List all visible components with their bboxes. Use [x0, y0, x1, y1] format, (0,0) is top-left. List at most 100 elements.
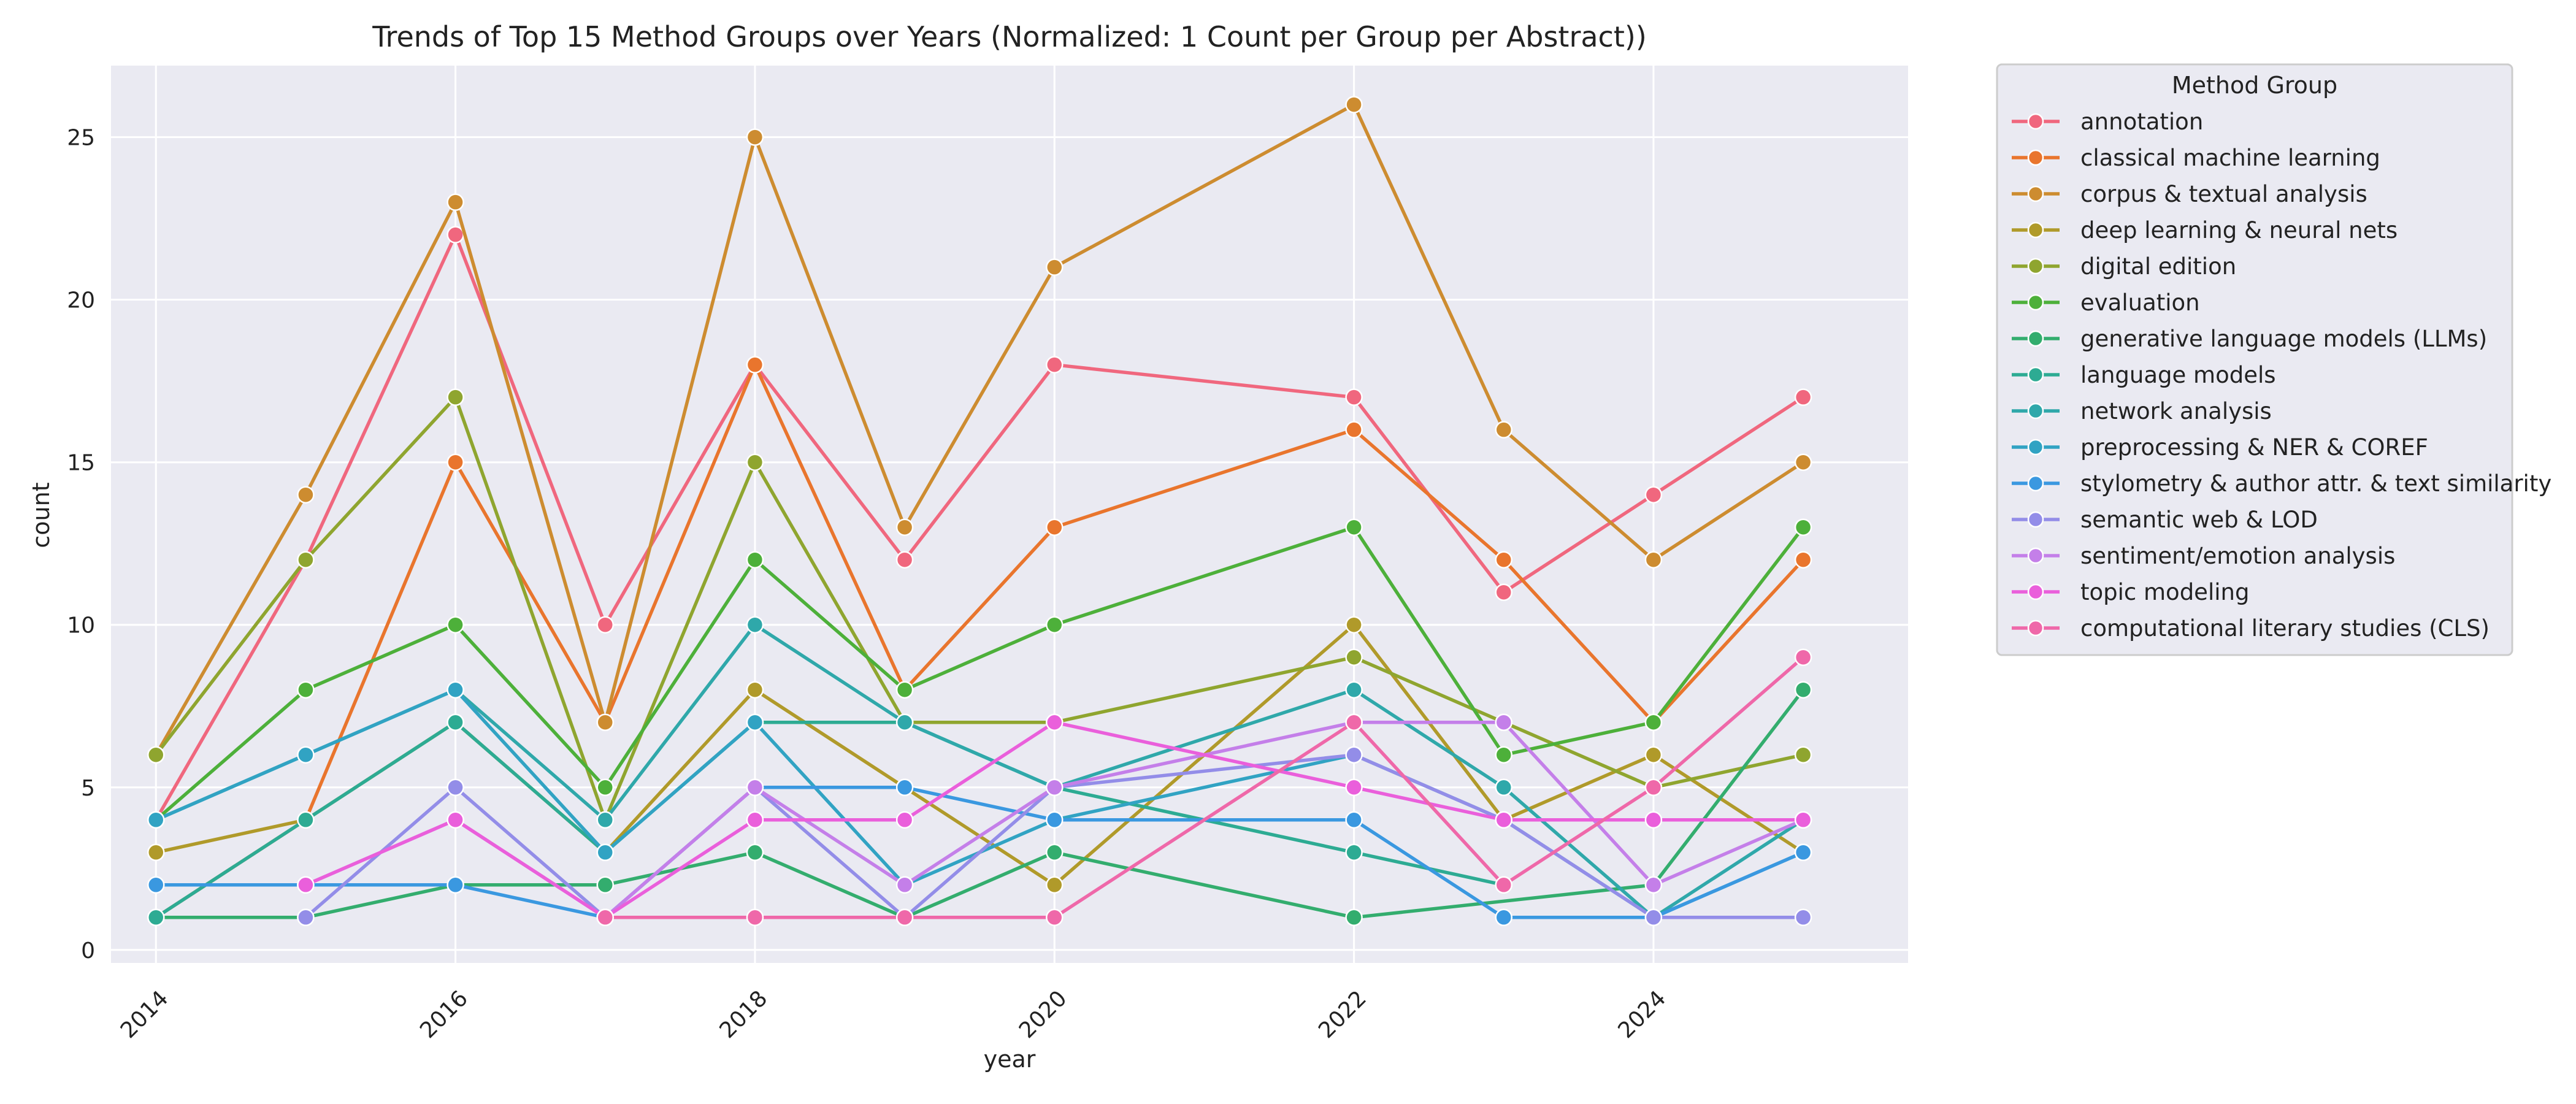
data-point — [1495, 811, 1512, 829]
legend-label: classical machine learning — [2080, 145, 2380, 171]
data-point — [447, 713, 464, 731]
legend-item: annotation — [2012, 109, 2203, 135]
legend-items: annotation classical machine learning corp… — [2012, 109, 2551, 642]
data-point — [1345, 908, 1363, 927]
data-point — [297, 908, 315, 927]
data-point — [1794, 811, 1812, 829]
legend-label: sentiment/emotion analysis — [2080, 543, 2395, 569]
legend-item: semantic web & LOD — [2012, 507, 2318, 533]
data-point — [1495, 746, 1512, 764]
series-line — [305, 720, 1804, 919]
data-point — [746, 778, 764, 797]
y-tick-label: 10 — [67, 613, 95, 638]
data-point — [1345, 518, 1363, 536]
data-point — [1495, 421, 1512, 439]
legend-marker — [2027, 511, 2044, 528]
series-line — [304, 753, 1804, 919]
legend-marker — [2027, 475, 2044, 492]
data-point — [746, 356, 764, 374]
data-point — [895, 518, 914, 536]
data-point — [1046, 843, 1064, 862]
legend-label: annotation — [2080, 109, 2203, 135]
data-point — [895, 908, 914, 927]
data-point — [1644, 746, 1663, 764]
x-tick-label: 2014 — [116, 986, 174, 1043]
data-point — [895, 551, 914, 569]
data-point — [447, 226, 464, 243]
data-point — [1644, 908, 1663, 927]
data-point — [447, 811, 464, 829]
legend-item: network analysis — [2012, 398, 2272, 424]
legend-marker — [2027, 149, 2044, 166]
legend-marker — [2027, 294, 2044, 311]
data-point — [1644, 811, 1663, 829]
data-point — [596, 811, 614, 829]
series-13 — [297, 713, 1812, 927]
data-point — [1495, 713, 1512, 731]
y-tick-label: 0 — [81, 938, 95, 964]
series-14 — [596, 648, 1812, 927]
data-point — [746, 453, 764, 471]
data-point — [1794, 453, 1812, 471]
legend-label: computational literary studies (CLS) — [2080, 615, 2490, 642]
series-line — [155, 623, 1804, 919]
y-tick-label: 20 — [67, 288, 95, 313]
data-point — [1794, 843, 1812, 862]
legend-label: network analysis — [2080, 398, 2272, 424]
data-point — [447, 193, 464, 211]
series-lines — [147, 96, 1812, 927]
data-point — [746, 908, 764, 927]
data-point — [297, 551, 315, 569]
legend-label: preprocessing & NER & COREF — [2080, 434, 2428, 461]
data-point — [147, 746, 165, 764]
data-point — [1794, 746, 1812, 764]
data-point — [147, 908, 165, 927]
legend-box — [1996, 63, 2513, 656]
data-point — [1644, 876, 1663, 894]
series-line — [605, 656, 1804, 919]
legend-item: evaluation — [2012, 289, 2200, 316]
legend-item: corpus & textual analysis — [2012, 181, 2367, 207]
legend-item: stylometry & author attr. & text similar… — [2012, 470, 2551, 497]
data-point — [895, 713, 914, 731]
data-point — [1046, 616, 1064, 634]
data-point — [895, 811, 914, 829]
data-point — [1495, 778, 1512, 797]
data-point — [596, 778, 614, 797]
data-point — [895, 778, 914, 797]
plot-background — [111, 66, 1908, 963]
data-point — [1345, 713, 1363, 731]
data-point — [596, 616, 614, 634]
data-point — [297, 681, 315, 699]
data-point — [1345, 746, 1363, 764]
data-point — [1345, 616, 1363, 634]
data-point — [1345, 681, 1363, 699]
data-point — [1345, 778, 1363, 797]
data-point — [1794, 908, 1812, 927]
series-line — [156, 689, 1805, 919]
legend-item: digital edition — [2012, 253, 2236, 280]
legend-marker — [2027, 330, 2044, 347]
legend-item: computational literary studies (CLS) — [2012, 615, 2490, 642]
data-point — [1794, 648, 1812, 666]
legend-item: classical machine learning — [2012, 145, 2380, 171]
legend-label: semantic web & LOD — [2080, 507, 2318, 533]
x-tick-label: 2022 — [1314, 986, 1371, 1043]
legend-marker — [2027, 402, 2044, 420]
data-point — [1345, 388, 1363, 406]
legend-item: generative language models (LLMs) — [2012, 326, 2487, 352]
y-tick-label: 15 — [67, 451, 95, 476]
legend-label: digital edition — [2080, 253, 2236, 280]
data-point — [1495, 876, 1512, 894]
data-point — [1046, 258, 1064, 276]
x-tick-label: 2024 — [1614, 986, 1671, 1043]
data-point — [147, 843, 165, 862]
data-point — [746, 616, 764, 634]
legend-marker — [2027, 439, 2044, 456]
data-point — [746, 811, 764, 829]
data-point — [1345, 96, 1363, 113]
data-point — [1046, 778, 1064, 797]
legend-marker — [2027, 258, 2044, 275]
legend-item: preprocessing & NER & COREF — [2012, 434, 2428, 461]
